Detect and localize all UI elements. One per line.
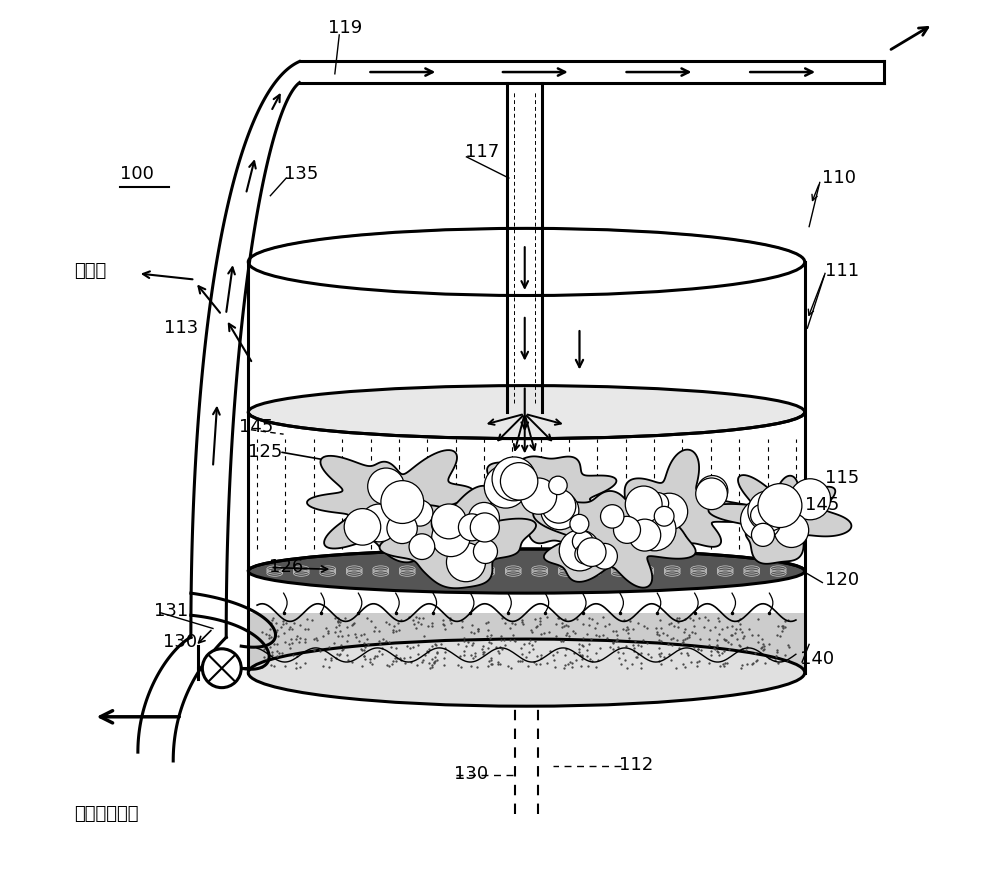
Circle shape [601,505,624,528]
Text: 145: 145 [239,418,274,436]
Text: 110: 110 [822,169,856,187]
Circle shape [202,649,241,688]
Circle shape [541,492,579,530]
Text: 117: 117 [465,143,499,160]
Polygon shape [708,475,851,563]
Circle shape [407,500,433,526]
Circle shape [484,465,527,508]
Circle shape [446,542,486,582]
Polygon shape [533,491,696,587]
Text: 125: 125 [248,443,283,461]
Circle shape [654,507,674,526]
Circle shape [431,509,459,538]
Text: 145: 145 [805,496,839,514]
Circle shape [473,540,497,563]
Ellipse shape [248,639,805,706]
Text: 115: 115 [825,470,859,487]
Text: 140: 140 [800,650,834,668]
Circle shape [432,504,466,539]
Circle shape [625,486,662,523]
Circle shape [647,493,669,514]
Circle shape [432,518,470,556]
Circle shape [469,502,499,533]
Circle shape [542,489,576,523]
Circle shape [577,538,606,566]
Text: 130: 130 [454,766,488,783]
Ellipse shape [248,639,805,706]
Circle shape [774,513,809,548]
Polygon shape [613,449,763,548]
Circle shape [741,500,781,540]
Circle shape [633,508,676,551]
Circle shape [758,484,802,527]
Circle shape [500,462,538,500]
Circle shape [470,513,499,542]
Circle shape [381,480,424,524]
Circle shape [592,543,617,569]
Circle shape [751,524,775,547]
Polygon shape [380,486,536,588]
Text: 111: 111 [825,261,859,280]
Text: 至细胞回收机: 至细胞回收机 [74,805,139,823]
Circle shape [458,514,485,540]
Circle shape [368,468,404,505]
Polygon shape [307,450,477,563]
Text: 100: 100 [120,165,154,183]
Circle shape [748,491,788,532]
Circle shape [360,504,398,542]
Circle shape [790,478,831,520]
Text: 112: 112 [619,757,653,774]
Text: 洗涤液: 洗涤液 [74,261,107,280]
Circle shape [572,531,593,552]
Circle shape [492,457,536,501]
Circle shape [575,544,595,564]
Polygon shape [248,612,805,672]
Text: 131: 131 [154,602,188,620]
Circle shape [559,530,600,571]
Circle shape [394,520,415,540]
Text: 113: 113 [164,319,199,338]
Circle shape [570,515,589,533]
Circle shape [387,513,417,543]
Circle shape [344,509,381,545]
Circle shape [751,504,772,526]
Circle shape [549,476,567,494]
Circle shape [409,533,435,559]
Text: 120: 120 [825,571,859,589]
Text: 119: 119 [328,19,362,37]
Circle shape [696,478,727,509]
Polygon shape [466,456,624,545]
Text: 126: 126 [269,557,303,576]
Circle shape [651,494,688,530]
Text: 130: 130 [163,633,197,650]
Circle shape [613,517,641,543]
Text: 135: 135 [284,165,318,183]
Ellipse shape [248,549,805,593]
Circle shape [520,478,557,514]
Ellipse shape [248,385,805,439]
Circle shape [629,519,661,551]
Circle shape [697,476,728,506]
